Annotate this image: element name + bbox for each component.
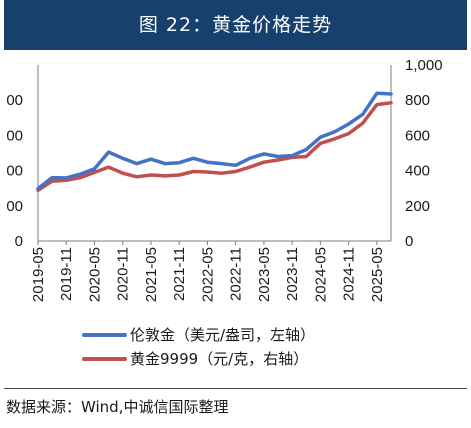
x-tick-label: 2021-11 [171, 247, 188, 301]
legend-label: 伦敦金（美元/盎司，左轴） [130, 326, 315, 344]
x-tick-label: 2022-11 [228, 247, 245, 301]
right-tick-label: 400 [405, 163, 430, 180]
x-axis-ticks: 2019-05 2019-11 2020-05 2020-11 2021-05 2021-… [30, 241, 386, 302]
left-tick-label: 00 [6, 127, 23, 144]
x-tick-label: 2021-05 [143, 247, 160, 302]
left-tick-label: 0 [15, 233, 23, 250]
x-tick-label: 2022-05 [199, 247, 216, 302]
gold-price-chart: 2019-05 2019-11 2020-05 2020-11 2021-05 2021-… [6, 57, 443, 368]
footer-rule [4, 388, 467, 389]
x-tick-label: 2023-05 [256, 247, 273, 302]
x-tick-label: 2023-11 [284, 247, 301, 301]
series-lines [36, 91, 393, 193]
x-tick-label: 2019-11 [58, 247, 75, 301]
series-line [36, 101, 393, 193]
right-axis-ticks: 0 200 400 600 800 1,000 [405, 57, 443, 250]
x-tick-label: 2024-05 [312, 247, 329, 302]
right-tick-label: 200 [405, 198, 430, 215]
figure-title: 图 22：黄金价格走势 [138, 14, 333, 36]
x-tick-label: 2025-05 [369, 247, 386, 302]
legend: 伦敦金（美元/盎司，左轴） 黄金9999（元/克，右轴） [82, 326, 315, 368]
figure-title-bar: 图 22：黄金价格走势 [4, 0, 467, 50]
x-tick-label: 2020-11 [115, 247, 132, 301]
x-tick-label: 2024-11 [341, 247, 358, 301]
series-line [36, 91, 393, 191]
x-tick-label: 2019-05 [30, 247, 47, 302]
right-tick-label: 0 [405, 233, 413, 250]
left-tick-label: 00 [6, 163, 23, 180]
right-tick-label: 1,000 [405, 57, 443, 74]
right-tick-label: 800 [405, 92, 430, 109]
source-note: 数据来源：Wind,中诚信国际整理 [6, 398, 229, 416]
legend-label: 黄金9999（元/克，右轴） [130, 350, 308, 368]
left-tick-label: 00 [6, 198, 23, 215]
right-tick-label: 600 [405, 127, 430, 144]
chart-axes [37, 65, 392, 242]
left-tick-label: 00 [6, 92, 23, 109]
x-tick-label: 2020-05 [86, 247, 103, 302]
